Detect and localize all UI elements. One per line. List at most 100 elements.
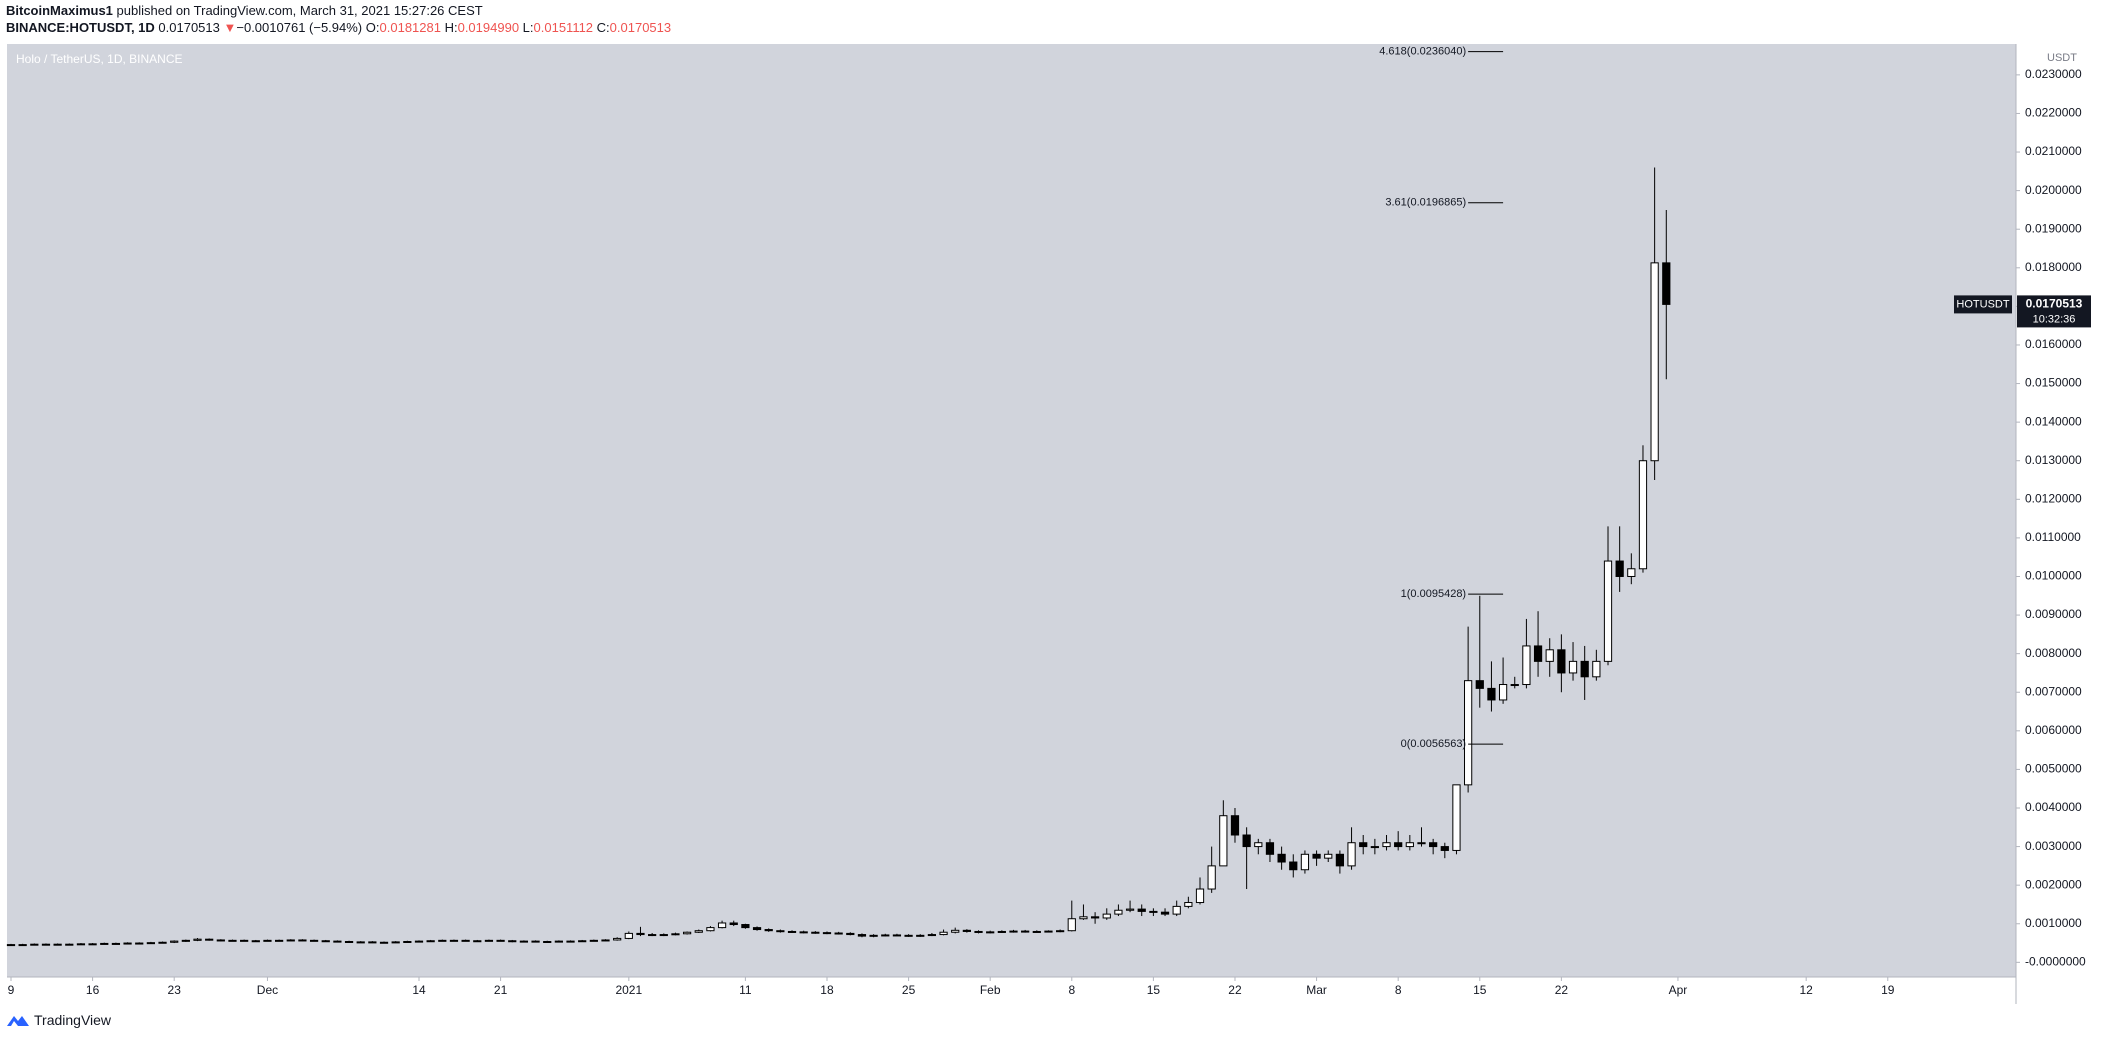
x-tick-label: 2021 (615, 983, 642, 997)
candle-body (496, 939, 505, 942)
x-tick-label: 25 (902, 983, 916, 997)
candle-body (706, 927, 715, 932)
x-tick-label: 22 (1555, 983, 1569, 997)
candle-body (100, 942, 109, 945)
candle-body (752, 927, 762, 931)
candle-body (309, 939, 319, 942)
candle-body (135, 942, 144, 945)
brand: TradingView (34, 1012, 112, 1028)
x-tick-label: 8 (1395, 983, 1402, 997)
candle-body (1533, 645, 1543, 662)
candle-body (729, 922, 738, 926)
candle-body (543, 941, 552, 944)
candle-body (1498, 684, 1508, 701)
candle-body (146, 942, 155, 945)
candle-body (892, 934, 902, 937)
y-tick-label: 0.0200000 (2025, 183, 2082, 197)
symbol: BINANCE:HOTUSDT, 1D (6, 20, 155, 35)
candle-body (414, 940, 424, 943)
candle-body (636, 932, 645, 936)
candle-body (1125, 908, 1135, 911)
candle-body (1184, 902, 1193, 907)
price-tag (2017, 295, 2091, 328)
x-tick-label: 12 (1799, 983, 1813, 997)
candle-body (333, 940, 342, 943)
candle-body (1090, 916, 1100, 919)
candle-body (1475, 680, 1484, 689)
candle-body (123, 942, 132, 945)
candle-body (659, 934, 668, 937)
candle-body (1056, 930, 1065, 933)
candle-body (916, 934, 925, 937)
candle-body (1021, 930, 1030, 933)
x-tick-label: 16 (86, 983, 100, 997)
published: published on TradingView.com, March 31, … (116, 3, 483, 18)
ohlc-high-label: H: (444, 20, 458, 35)
candle-body (41, 943, 51, 946)
arrow: ▼ (223, 20, 237, 35)
candle-body (869, 934, 878, 937)
candle-body (240, 939, 249, 942)
x-tick-label: 11 (739, 983, 752, 997)
candle-body (356, 941, 365, 944)
candle-body (449, 939, 459, 942)
candle-body (1510, 684, 1519, 687)
candle-body (578, 940, 587, 943)
y-tick-label: 0.0100000 (2025, 569, 2082, 583)
candle-body (1650, 262, 1659, 462)
y-tick-label: 0.0160000 (2025, 337, 2082, 351)
x-tick-label: Mar (1306, 983, 1327, 997)
candle-body (613, 937, 622, 941)
candle-body (111, 942, 121, 945)
candle-body (158, 941, 167, 944)
change: −0.0010761 (−5.94%) (236, 20, 363, 35)
price-tag-name-box (1954, 295, 2012, 314)
candle-body (1160, 911, 1170, 915)
candle-body (986, 931, 995, 934)
candle-body (1312, 853, 1321, 859)
candle-body (741, 924, 750, 929)
candle-body (857, 934, 867, 937)
candle-body (1382, 842, 1391, 848)
candle-body (1195, 888, 1205, 904)
header-line-1: BitcoinMaximus1 published on TradingView… (6, 2, 671, 19)
candle-body (228, 939, 237, 942)
candle-body (426, 940, 435, 943)
price-countdown: 10:32:36 (2033, 313, 2076, 325)
candle-body (1603, 560, 1613, 662)
x-tick-label: Dec (257, 983, 278, 997)
candle-body (368, 941, 377, 944)
chart: Holo / TetherUS, 1D, BINANCE USDT -0.000… (6, 44, 2091, 1004)
candle-body (601, 939, 610, 942)
candle-body (484, 939, 494, 942)
candle-body (298, 939, 307, 942)
y-tick-label: 0.0080000 (2025, 646, 2082, 660)
last: 0.0170513 (158, 20, 220, 35)
candle-body (1615, 560, 1624, 577)
x-tick-label: 19 (1881, 983, 1895, 997)
candle-body (764, 929, 773, 932)
x-tick-label: 18 (820, 983, 834, 997)
y-tick-label: 0.0190000 (2025, 221, 2082, 235)
candle-body (76, 943, 86, 946)
x-tick-label: 15 (1147, 983, 1161, 997)
candle-body (438, 939, 447, 942)
x-tick-label: 8 (1068, 983, 1075, 997)
candle-body (1429, 842, 1438, 848)
candle-body (391, 941, 400, 944)
candle-body (589, 939, 598, 942)
candle-body (1464, 680, 1473, 786)
candle-body (508, 940, 517, 943)
candle-body (776, 930, 785, 933)
y-tick-label: 0.0150000 (2025, 376, 2082, 390)
x-tick-label: 22 (1228, 983, 1242, 997)
candle-body (904, 934, 913, 937)
candle-body (519, 940, 529, 943)
candle-body (1359, 842, 1368, 848)
candle-body (1300, 853, 1310, 871)
candle-body (473, 940, 482, 943)
candle-body (1487, 687, 1496, 701)
candle-body (927, 934, 937, 937)
candle-body (170, 940, 179, 943)
